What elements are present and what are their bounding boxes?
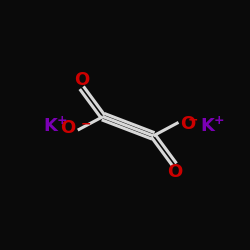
- Text: O: O: [60, 119, 76, 137]
- Text: +: +: [57, 114, 68, 127]
- Text: O: O: [180, 115, 196, 133]
- Text: K: K: [44, 117, 58, 135]
- Text: +: +: [214, 114, 224, 127]
- Text: O: O: [74, 71, 89, 89]
- Text: −: −: [188, 114, 198, 127]
- Text: K: K: [200, 117, 214, 135]
- Text: −: −: [80, 118, 91, 131]
- Text: O: O: [167, 164, 182, 182]
